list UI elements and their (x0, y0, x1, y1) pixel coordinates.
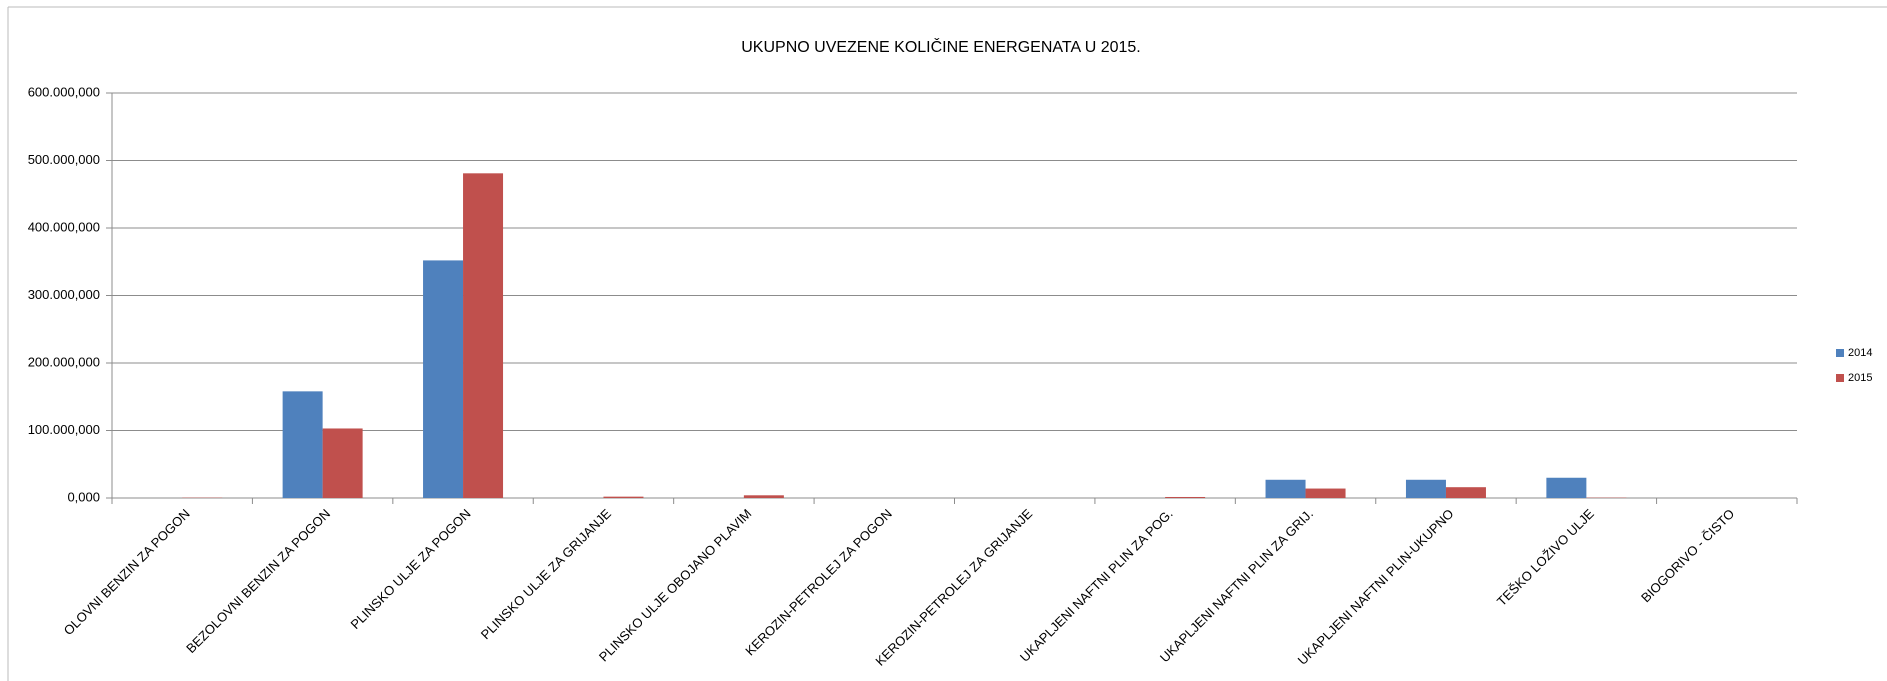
x-tick-label: PLINSKO ULJE ZA GRIJANJE (478, 506, 615, 643)
y-tick-label: 400.000,000 (28, 219, 100, 234)
y-tick-label: 200.000,000 (28, 354, 100, 369)
legend-label: 2014 (1848, 347, 1872, 359)
bar (1165, 496, 1206, 498)
legend-swatch (1836, 374, 1844, 382)
x-tick-label: TEŠKO LOŽIVO ULJE (1494, 506, 1597, 609)
x-tick-label: UKAPLJENI NAFTNI PLIN-UKUPNO (1295, 506, 1457, 668)
bar (1305, 488, 1346, 498)
y-tick-label: 600.000,000 (28, 84, 100, 99)
bar (1265, 479, 1306, 498)
x-tick-label: PLINSKO ULJE ZA POGON (348, 506, 474, 632)
bar (1546, 477, 1587, 498)
bar (1405, 479, 1446, 498)
bar (1445, 487, 1486, 498)
y-tick-label: 300.000,000 (28, 287, 100, 302)
legend-label: 2015 (1848, 372, 1872, 384)
y-tick-label: 100.000,000 (28, 422, 100, 437)
x-tick-label: UKAPLJENI NAFTNI PLIN ZA POG. (1017, 506, 1176, 665)
bar (743, 495, 784, 498)
legend-swatch (1836, 349, 1844, 357)
y-tick-label: 500.000,000 (28, 152, 100, 167)
bar (603, 496, 644, 498)
x-tick-label: PLINSKO ULJE OBOJANO PLAVIM (596, 506, 755, 665)
bar (282, 391, 323, 498)
x-tick-label: OLOVNI BENZIN ZA POGON (61, 506, 193, 638)
x-tick-label: UKAPLJENI NAFTNI PLIN ZA GRIJ. (1157, 506, 1316, 665)
x-tick-label: BEZOLOVNI BENZIN ZA POGON (183, 506, 333, 656)
x-tick-label: KEROZIN-PETROLEJ ZA GRIJANJE (872, 506, 1035, 669)
x-tick-label: KEROZIN-PETROLEJ ZA POGON (742, 506, 895, 659)
y-tick-label: 0,000 (67, 489, 100, 504)
chart-title: UKUPNO UVEZENE KOLIČINE ENERGENATA U 201… (741, 37, 1141, 56)
x-tick-label: BIOGORIVO - ČISTO (1638, 506, 1737, 605)
bar (322, 428, 363, 498)
bar (463, 173, 504, 498)
bar (423, 260, 464, 498)
